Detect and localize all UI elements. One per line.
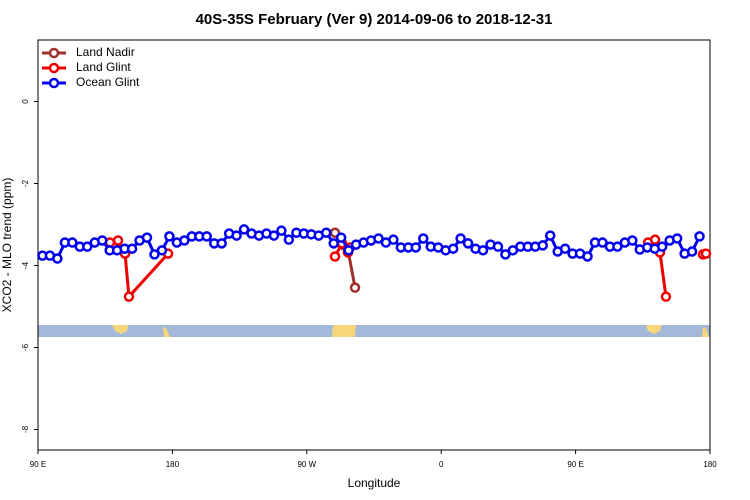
point — [328, 238, 339, 249]
x-tick-label: 90 E — [30, 460, 46, 469]
chart-title: 40S-35S February (Ver 9) 2014-09-06 to 2… — [196, 11, 553, 28]
point — [96, 235, 108, 246]
point — [418, 233, 429, 244]
x-tick-label: 180 — [703, 460, 717, 469]
point — [126, 243, 138, 254]
point — [329, 251, 341, 262]
point — [559, 243, 571, 254]
y-tick-label: -8 — [21, 425, 30, 433]
point — [582, 251, 593, 262]
point — [149, 249, 160, 260]
point — [82, 241, 93, 252]
point — [700, 248, 712, 259]
legend-marker — [48, 77, 60, 89]
legend-label: Land Glint — [76, 60, 131, 74]
point — [462, 238, 474, 249]
x-tick-label: 180 — [166, 460, 180, 469]
point — [123, 291, 135, 302]
y-axis-label: XCO2 - MLO trend (ppm) — [0, 178, 14, 313]
point — [544, 230, 556, 241]
point — [612, 241, 623, 252]
point — [231, 230, 242, 241]
legend-label: Ocean Glint — [76, 75, 140, 89]
point — [320, 227, 332, 238]
point — [388, 234, 399, 245]
point — [660, 291, 672, 302]
point — [500, 249, 511, 260]
y-tick-label: -6 — [21, 343, 30, 351]
legend-marker — [48, 62, 60, 74]
point — [686, 246, 698, 257]
point — [335, 232, 347, 243]
point — [649, 234, 661, 245]
point — [477, 245, 489, 256]
point — [156, 245, 168, 256]
y-tick-label: 0 — [21, 99, 30, 104]
point — [283, 234, 295, 245]
y-tick-label: -4 — [21, 261, 30, 269]
point — [276, 225, 287, 236]
legend-marker — [48, 47, 60, 59]
point — [343, 245, 354, 256]
point — [656, 241, 668, 252]
y-tick-label: -2 — [21, 179, 30, 187]
point — [268, 230, 280, 241]
point — [179, 235, 190, 246]
point — [216, 238, 227, 249]
point — [141, 232, 153, 243]
x-tick-label: 90 W — [297, 460, 316, 469]
point — [112, 235, 124, 246]
x-tick-label: 90 E — [567, 460, 583, 469]
point — [201, 231, 212, 242]
legend-label: Land Nadir — [76, 45, 135, 59]
x-tick-label: 0 — [439, 460, 444, 469]
point — [597, 237, 608, 248]
point — [349, 282, 361, 293]
point — [373, 233, 384, 244]
point — [694, 231, 705, 242]
point — [537, 240, 548, 251]
point — [627, 235, 638, 246]
point — [410, 242, 422, 253]
point — [164, 231, 175, 242]
map-strip — [38, 325, 710, 337]
point — [67, 237, 78, 248]
plot-frame — [37, 39, 711, 451]
point — [492, 241, 504, 252]
point — [447, 243, 459, 254]
point — [671, 233, 683, 244]
point — [238, 224, 250, 235]
point — [52, 253, 63, 264]
x-axis-label: Longitude — [348, 476, 401, 490]
point — [455, 233, 466, 244]
